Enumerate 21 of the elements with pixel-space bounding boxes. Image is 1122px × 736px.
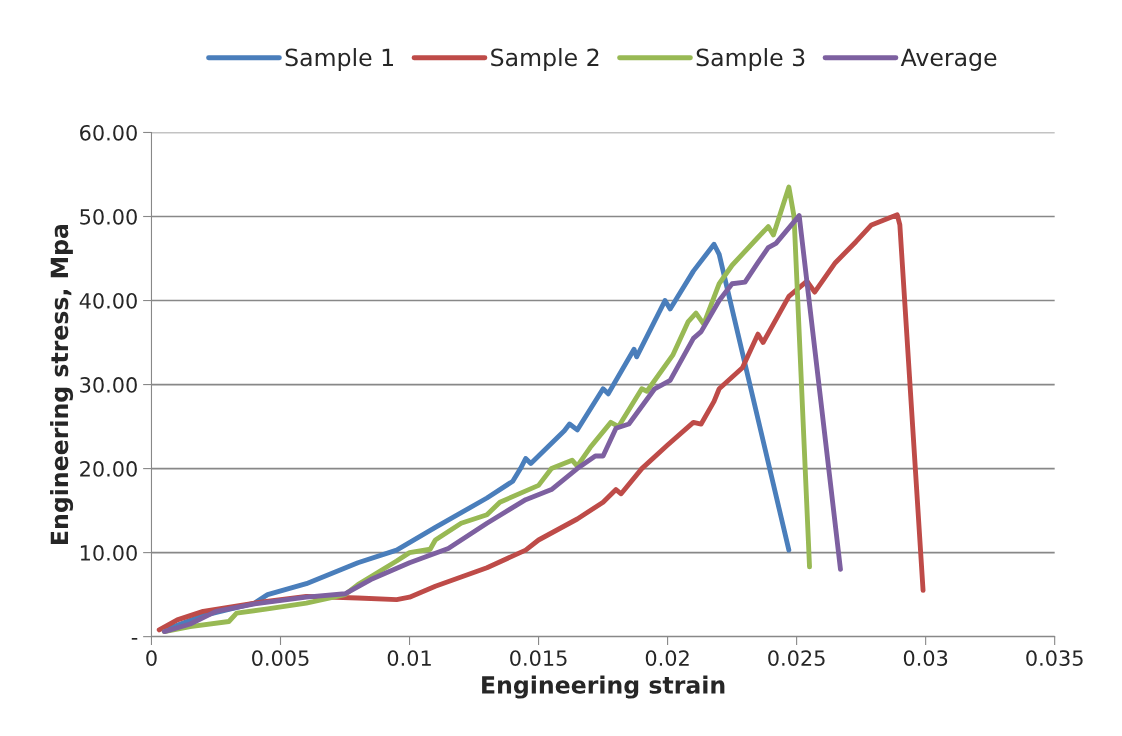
y-axis-title: Engineering stress, Mpa bbox=[50, 224, 74, 544]
y-tick-label: 50.00 bbox=[80, 208, 137, 225]
y-tick-label: 10.00 bbox=[80, 545, 137, 561]
y-tick-label: 60.00 bbox=[80, 124, 137, 141]
x-tick-label: 0.005 bbox=[252, 650, 309, 666]
y-tick-label: 20.00 bbox=[80, 461, 137, 477]
x-axis-title: Engineering strain bbox=[482, 675, 725, 699]
legend-label: Sample 1 bbox=[285, 48, 393, 71]
legend-label: Sample 3 bbox=[696, 48, 805, 71]
x-tick-label: 0.03 bbox=[903, 650, 948, 666]
y-tick-label: - bbox=[131, 638, 138, 640]
x-tick-label: 0 bbox=[146, 650, 157, 666]
y-tick-label: 30.00 bbox=[80, 377, 137, 393]
x-tick-label: 0.035 bbox=[1026, 650, 1083, 666]
x-tick-label: 0.01 bbox=[387, 650, 431, 666]
x-tick-label: 0.025 bbox=[768, 650, 825, 666]
x-tick-label: 0.02 bbox=[645, 650, 689, 666]
x-tick-label: 0.015 bbox=[510, 650, 567, 666]
y-tick-label: 40.00 bbox=[79, 292, 137, 309]
legend-label: Sample 2 bbox=[491, 48, 599, 71]
legend-label: Average bbox=[900, 48, 997, 71]
